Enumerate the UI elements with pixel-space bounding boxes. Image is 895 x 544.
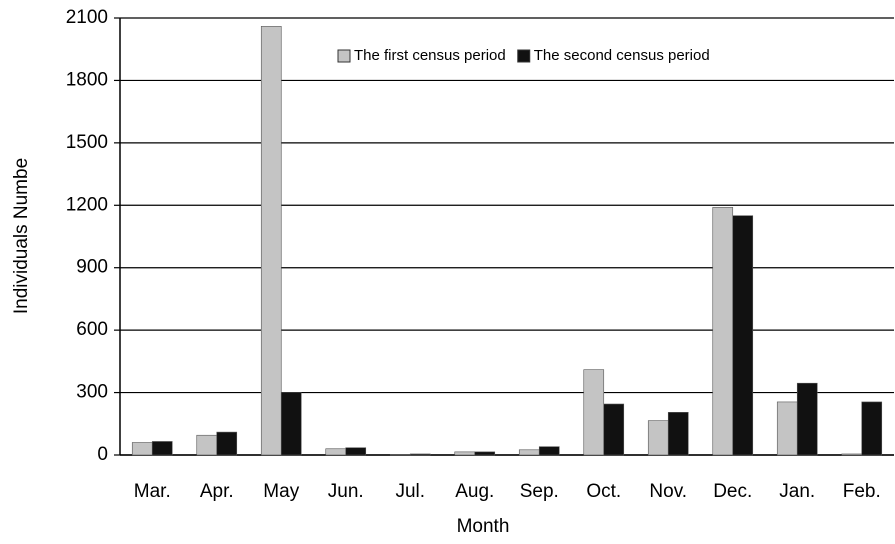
bar <box>861 401 883 456</box>
x-tick-label: Oct. <box>586 481 621 502</box>
bar <box>647 420 669 456</box>
y-axis-label: Individuals Numbe <box>11 158 32 314</box>
bar <box>583 369 605 456</box>
x-tick-label: Dec. <box>713 481 752 502</box>
bar <box>260 26 282 456</box>
bar <box>345 447 367 456</box>
legend-swatch <box>337 49 351 63</box>
x-tick-label: May <box>263 481 299 502</box>
legend-label: The first census period <box>354 47 506 64</box>
bar <box>841 453 863 456</box>
x-tick-label: Jan. <box>779 481 815 502</box>
x-tick-label: Apr. <box>200 481 234 502</box>
bar <box>325 448 347 456</box>
bar <box>409 453 431 456</box>
legend-swatch <box>517 49 531 63</box>
x-tick-label: Aug. <box>455 481 494 502</box>
bar <box>151 441 173 456</box>
y-tick-label: 1800 <box>66 69 108 90</box>
y-tick-label: 0 <box>97 444 108 465</box>
x-tick-label: Mar. <box>134 481 171 502</box>
y-tick-label: 1500 <box>66 132 108 153</box>
bar <box>603 403 625 456</box>
bar <box>196 434 218 456</box>
bar <box>538 446 560 456</box>
bar <box>518 449 540 456</box>
bar <box>454 451 476 456</box>
bar <box>796 382 818 456</box>
bar <box>131 442 153 456</box>
x-tick-label: Feb. <box>843 481 881 502</box>
y-tick-label: 900 <box>76 257 108 278</box>
y-tick-label: 300 <box>76 382 108 403</box>
bar <box>667 412 689 456</box>
x-tick-label: Jul. <box>395 481 425 502</box>
bar <box>712 207 734 456</box>
x-tick-label: Nov. <box>649 481 687 502</box>
y-tick-label: 600 <box>76 319 108 340</box>
bar <box>474 451 496 456</box>
bar <box>776 401 798 456</box>
x-axis-label: Month <box>457 516 510 537</box>
y-tick-label: 1200 <box>66 194 108 215</box>
x-tick-label: Jun. <box>328 481 364 502</box>
y-tick-label: 2100 <box>66 7 108 28</box>
x-tick-label: Sep. <box>520 481 559 502</box>
bar <box>732 215 754 456</box>
legend-label: The second census period <box>534 47 710 64</box>
bar <box>280 392 302 456</box>
bar <box>216 431 238 456</box>
